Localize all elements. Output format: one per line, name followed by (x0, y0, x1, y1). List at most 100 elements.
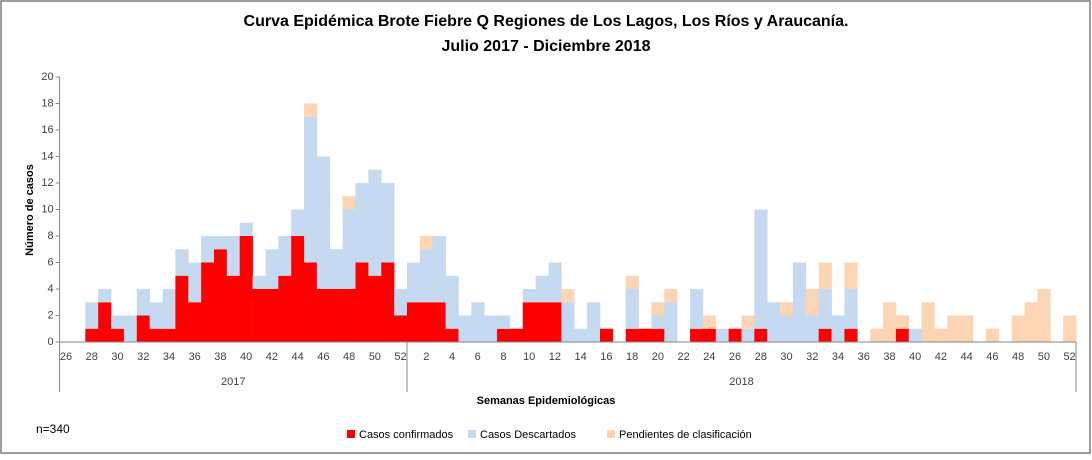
legend-label: Pendientes de clasificación (619, 429, 752, 441)
x-tick-label: 40 (909, 351, 921, 363)
bar-segment (625, 275, 639, 289)
y-tick-label: 2 (47, 309, 53, 321)
bar-segment (509, 328, 524, 342)
bar-segment (342, 289, 356, 342)
bar-segment (329, 249, 343, 289)
bar-segment (304, 116, 318, 263)
bar-segment (1024, 302, 1038, 342)
bar-segment (625, 289, 639, 329)
bar-segment (548, 302, 562, 342)
bar-segment (201, 236, 215, 263)
x-tick-label: 20 (652, 351, 664, 363)
x-tick-label: 40 (240, 351, 252, 363)
bar-segment (780, 315, 794, 342)
x-tick-label: 42 (266, 351, 278, 363)
bar-segment (934, 328, 948, 342)
x-tick-label: 32 (137, 351, 149, 363)
bar-segment (754, 328, 768, 342)
legend-swatch (468, 430, 476, 438)
x-tick-label: 4 (449, 351, 455, 363)
x-tick-label: 18 (626, 351, 638, 363)
bar-segment (239, 236, 253, 342)
bar-segment (252, 275, 266, 289)
bar-segment (754, 209, 768, 329)
bar-segment (497, 315, 511, 329)
bar-segment (831, 315, 845, 342)
bar-segment (265, 249, 279, 289)
bar-segment (316, 156, 331, 289)
bar-segment (111, 328, 125, 342)
x-tick-label: 50 (1038, 351, 1050, 363)
bar-segment (651, 315, 665, 329)
bar-segment (445, 275, 459, 329)
bar-segment (329, 289, 343, 342)
x-tick-label: 44 (961, 351, 973, 363)
bar-segment (818, 262, 832, 289)
x-tick-label: 30 (780, 351, 792, 363)
bar-segment (304, 262, 318, 342)
y-tick-label: 20 (41, 71, 53, 83)
bar-segment (278, 236, 292, 276)
y-axis-title: Número de casos (24, 164, 36, 256)
bar-segment (587, 302, 601, 342)
bar-segment (870, 328, 884, 342)
bar-segment (599, 328, 614, 342)
bar-segment (908, 328, 922, 342)
bar-segment (638, 328, 652, 342)
x-axis-title: Semanas Epidemiológicas (477, 395, 616, 407)
bar-segment (162, 328, 176, 342)
bar-segment (805, 289, 819, 316)
bar-segment (1063, 315, 1077, 342)
annotation: n=340 (36, 422, 70, 436)
x-tick-label: 16 (600, 351, 612, 363)
bar-segment (574, 328, 588, 342)
bar-segment (741, 328, 755, 342)
bar-segment (201, 262, 215, 342)
bar-segment (355, 262, 369, 342)
bar-segment (1011, 315, 1025, 342)
y-tick-label: 12 (41, 177, 53, 189)
x-tick-label: 28 (86, 351, 98, 363)
chart-title: Curva Epidémica Brote Fiebre Q Regiones … (244, 13, 849, 30)
x-tick-label: 44 (291, 351, 303, 363)
bar-segment (278, 275, 292, 342)
bar-segment (265, 289, 279, 342)
bar-segment (149, 328, 163, 342)
bar-segment (1037, 289, 1051, 342)
x-tick-label: 10 (523, 351, 535, 363)
x-tick-label: 38 (883, 351, 895, 363)
x-tick-label: 26 (729, 351, 741, 363)
bar-segment (213, 236, 228, 250)
bar-segment (98, 302, 112, 342)
bar-segment (947, 315, 961, 342)
x-tick-label: 32 (806, 351, 818, 363)
bar-segment (239, 222, 253, 236)
bar-segment (304, 103, 318, 117)
bar-segment (651, 328, 665, 342)
bar-segment (213, 249, 228, 342)
bar-segment (419, 236, 434, 250)
x-tick-label: 34 (832, 351, 844, 363)
bar-segment (342, 196, 356, 210)
x-tick-label: 28 (755, 351, 767, 363)
bar-segment (664, 302, 678, 342)
x-tick-label: 30 (111, 351, 123, 363)
bar-segment (291, 236, 305, 342)
bar-segment (471, 302, 485, 342)
bar-segment (342, 209, 356, 289)
bar-segment (728, 328, 742, 342)
bar-segment (149, 302, 163, 329)
bar-segment (561, 302, 575, 342)
x-tick-label: 52 (1063, 351, 1075, 363)
bar-segment (921, 302, 935, 342)
x-tick-label: 42 (935, 351, 947, 363)
legend-swatch (347, 430, 355, 438)
bar-segment (85, 302, 99, 329)
bar-segment (548, 262, 562, 303)
x-tick-label: 48 (343, 351, 355, 363)
bar-segment (136, 289, 150, 316)
x-tick-label: 46 (317, 351, 329, 363)
bar-segment (355, 183, 369, 263)
bar-segment (895, 315, 910, 329)
bar-segment (484, 315, 498, 342)
